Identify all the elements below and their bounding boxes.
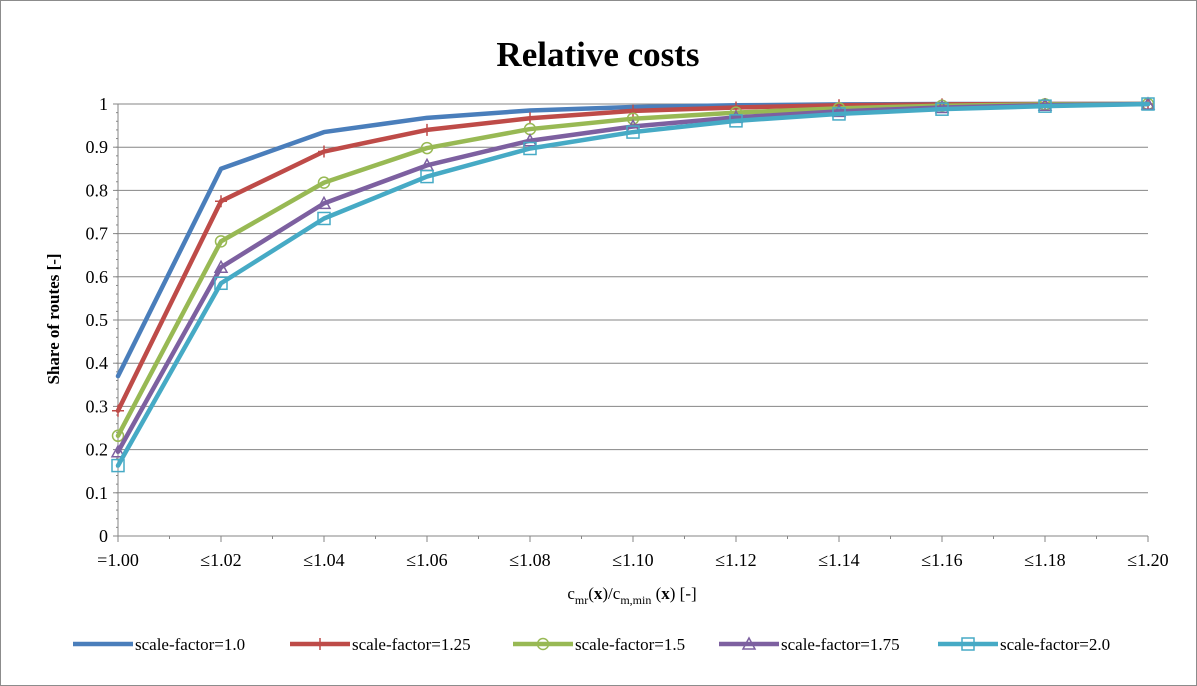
- x-tick-label: ≤1.02: [200, 550, 241, 570]
- legend-label: scale-factor=1.25: [352, 635, 471, 654]
- legend-label: scale-factor=2.0: [1000, 635, 1110, 654]
- series-line: [115, 101, 1151, 439]
- marker-circle: [111, 429, 125, 443]
- marker-triangle: [213, 259, 229, 274]
- y-tick-label: 0.7: [86, 224, 109, 244]
- series-line: [115, 101, 1151, 468]
- x-tick-label: =1.00: [97, 550, 139, 570]
- series-scale-factor=1.0: [115, 101, 1151, 379]
- x-axis-label-sub-mmin: m,min: [620, 593, 651, 607]
- marker-plus: [318, 145, 330, 158]
- chart-title: Relative costs: [496, 35, 699, 74]
- marker-triangle: [522, 133, 538, 147]
- x-axis-label-tail: ) [-]: [670, 584, 697, 603]
- marker-circle: [420, 141, 434, 155]
- x-axis-label-slash: )/c: [602, 584, 620, 603]
- marker-circle: [536, 637, 550, 651]
- marker-square: [935, 102, 949, 116]
- x-tick-label: ≤1.12: [715, 550, 756, 570]
- y-axis-label: Share of routes [-]: [44, 253, 63, 384]
- y-tick-label: 0.1: [86, 483, 109, 503]
- x-tick-label: ≤1.16: [921, 550, 962, 570]
- x-tick-label: ≤1.14: [818, 550, 859, 570]
- marker-plus: [215, 195, 227, 208]
- marker-square: [729, 114, 743, 128]
- x-tick-label: ≤1.18: [1024, 550, 1065, 570]
- marker-square: [214, 276, 228, 291]
- x-axis-label-x2: x: [661, 584, 670, 603]
- x-axis-label-sub-mr: mr: [575, 593, 588, 607]
- marker-square: [317, 211, 331, 226]
- x-tick-label: ≤1.04: [303, 550, 344, 570]
- y-tick-label: 1: [99, 94, 108, 114]
- marker-plus: [112, 404, 124, 417]
- marker-square: [832, 107, 846, 121]
- series-layer: [110, 96, 1156, 473]
- y-tick-label: 0.8: [86, 180, 109, 200]
- marker-triangle: [831, 103, 847, 118]
- marker-circle: [626, 112, 640, 125]
- legend-label: scale-factor=1.0: [135, 635, 245, 654]
- marker-triangle: [316, 195, 332, 210]
- x-axis-label-open: (: [588, 584, 594, 603]
- y-tick-label: 0: [99, 526, 108, 546]
- marker-plus: [421, 123, 433, 136]
- x-axis-label-x1: x: [594, 584, 603, 603]
- marker-square: [111, 458, 125, 473]
- series-line: [115, 101, 1151, 379]
- marker-plus: [524, 112, 536, 125]
- marker-square: [626, 125, 640, 139]
- legend: scale-factor=1.0 scale-factor=1.25 scale-f…: [73, 635, 1110, 654]
- marker-triangle: [741, 636, 757, 650]
- marker-square: [961, 637, 975, 651]
- y-tick-label: 0.3: [86, 396, 109, 416]
- series-scale-factor=1.25: [112, 98, 1154, 417]
- x-axis-label-open2: (: [651, 584, 661, 603]
- x-tick-label: ≤1.20: [1127, 550, 1168, 570]
- legend-label: scale-factor=1.5: [575, 635, 685, 654]
- x-tick-label: ≤1.06: [406, 550, 447, 570]
- marker-circle: [214, 235, 228, 248]
- marker-square: [1038, 99, 1052, 113]
- marker-plus: [314, 638, 326, 650]
- marker-square: [420, 169, 434, 184]
- x-tick-label: ≤1.10: [612, 550, 653, 570]
- marker-square: [1141, 97, 1155, 111]
- marker-plus: [627, 104, 639, 117]
- x-tick-labels: =1.00 ≤1.02 ≤1.04 ≤1.06 ≤1.08 ≤1.10 ≤1.12 ≤1.14…: [97, 550, 1169, 570]
- y-tick-label: 0.4: [86, 353, 109, 373]
- marker-circle: [317, 176, 331, 189]
- y-tick-label: 0.9: [86, 137, 109, 157]
- series-scale-factor=2.0: [111, 97, 1155, 473]
- marker-square: [523, 141, 537, 156]
- y-tick-label: 0.6: [86, 267, 109, 287]
- series-line: [115, 101, 1151, 455]
- legend-label: scale-factor=1.75: [781, 635, 900, 654]
- x-axis-label-c: c: [567, 584, 575, 603]
- y-tick-label: 0.5: [86, 310, 109, 330]
- x-tick-label: ≤1.08: [509, 550, 550, 570]
- grid-layer: [113, 103, 1149, 542]
- y-tick-label: 0.2: [86, 440, 109, 460]
- x-axis-label: cmr(x)/cm,min (x) [-]: [567, 584, 696, 607]
- y-tick-labels: 0 0.1 0.2 0.3 0.4 0.5 0.6 0.7 0.8 0.9 1: [86, 94, 109, 546]
- marker-triangle: [110, 444, 126, 458]
